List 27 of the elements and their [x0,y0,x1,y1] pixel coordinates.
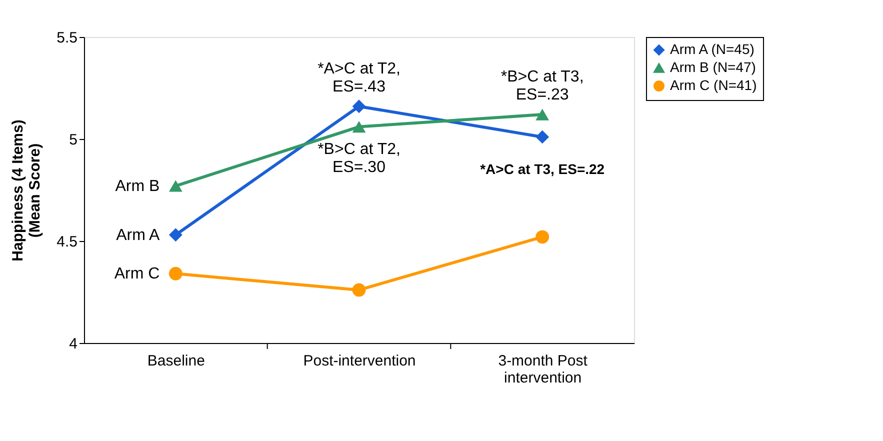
annotation: *A>C at T3, ES=.22 [480,160,605,177]
x-tick-label: Post-intervention [303,352,416,370]
annotation: Arm A [116,226,160,244]
legend-label: Arm A (N=45) [670,41,754,57]
point [536,108,550,120]
annotation: Arm B [115,178,160,195]
point [536,130,550,144]
point [352,120,366,133]
x-tick-label: Baseline [147,352,205,370]
annotation: *A>C at T2, ES=.43 [318,60,400,96]
point [352,100,366,114]
x-tick-label: 3-month Post intervention [498,352,588,386]
y-axis-title: Happiness (4 Items) (Mean Score) [10,120,44,262]
point [168,266,182,280]
point [168,228,182,242]
legend-label: Arm B (N=47) [670,59,756,75]
point [352,283,366,297]
legend-label: Arm C (N=41) [670,77,757,93]
annotation: Arm C [114,266,160,283]
annotation: *B>C at T3, ES=.23 [500,68,584,104]
point [536,230,550,244]
y-tick-label: 5 [69,132,78,148]
y-tick-label: 4.5 [56,234,78,250]
y-tick-label: 4 [69,336,78,352]
annotation: *B>C at T2, ES=.30 [318,140,400,176]
y-tick-label: 5.5 [56,30,78,46]
point [168,180,182,192]
